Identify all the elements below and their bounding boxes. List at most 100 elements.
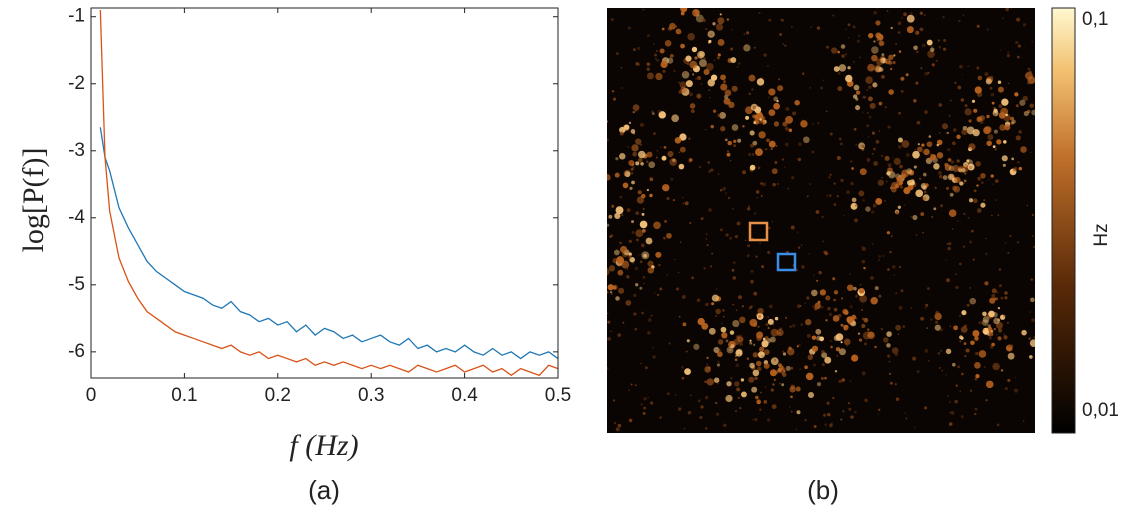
speckle	[833, 203, 837, 206]
speckle	[640, 161, 644, 166]
speckle	[990, 75, 994, 80]
speckle	[720, 83, 728, 91]
speckle	[1018, 166, 1023, 171]
speckle	[778, 78, 781, 81]
speckle	[629, 186, 633, 191]
speckle	[987, 324, 991, 328]
speckle	[989, 86, 993, 90]
speckle	[731, 85, 738, 92]
speckle	[726, 346, 734, 354]
speckle	[978, 350, 987, 358]
speckle	[960, 336, 964, 340]
speckle	[840, 178, 844, 183]
speckle	[646, 72, 654, 80]
speckle	[774, 161, 778, 164]
speckle	[626, 275, 630, 279]
speckle	[821, 363, 825, 367]
speckle	[959, 340, 962, 343]
speckle	[894, 352, 899, 357]
speckle	[618, 265, 621, 267]
speckle	[870, 276, 874, 280]
speckle	[668, 342, 671, 345]
speckle	[890, 67, 893, 71]
speckle	[910, 12, 913, 15]
speckle	[647, 34, 650, 38]
speckle	[1017, 44, 1021, 48]
speckle	[824, 423, 828, 427]
speckle	[689, 221, 692, 225]
speckle	[966, 159, 970, 163]
speckle	[1031, 235, 1034, 238]
speckle	[717, 113, 721, 118]
speckle	[646, 67, 650, 71]
speckle	[979, 115, 986, 121]
speckle	[710, 124, 714, 129]
speckle	[708, 208, 712, 212]
speckle	[812, 305, 814, 308]
speckle	[1026, 204, 1029, 207]
speckle	[854, 218, 858, 223]
speckle	[919, 11, 923, 15]
speckle	[635, 161, 640, 166]
speckle	[840, 297, 844, 300]
speckle	[853, 286, 857, 291]
speckle	[969, 165, 973, 170]
speckle	[773, 121, 780, 127]
speckle	[614, 172, 620, 178]
speckle	[721, 332, 728, 339]
speckle	[915, 30, 920, 35]
speckle	[733, 139, 737, 144]
speckle	[833, 298, 836, 302]
speckle	[684, 368, 691, 376]
speckle	[735, 410, 737, 413]
speckle	[802, 119, 804, 121]
speckle	[807, 391, 815, 399]
speckle	[646, 151, 653, 158]
speckle	[634, 266, 639, 271]
speckle	[752, 140, 758, 146]
speckle	[871, 210, 875, 214]
speckle	[643, 406, 647, 410]
speckle	[933, 163, 940, 170]
speckle	[748, 74, 756, 82]
micrograph	[607, 8, 1035, 433]
speckle	[797, 157, 802, 162]
speckle	[729, 236, 733, 240]
speckle	[724, 89, 732, 97]
speckle	[610, 18, 614, 21]
speckle	[917, 143, 920, 146]
speckle	[859, 168, 867, 176]
speckle	[974, 407, 978, 411]
speckle	[630, 383, 633, 386]
speckle	[866, 124, 870, 128]
speckle	[664, 40, 672, 47]
speckle	[632, 151, 638, 157]
speckle	[868, 115, 872, 119]
speckle	[795, 386, 801, 392]
speckle	[944, 162, 949, 167]
speckle	[681, 376, 685, 380]
speckle	[765, 148, 768, 151]
speckle	[660, 60, 668, 69]
speckle	[997, 80, 1002, 84]
speckle	[921, 150, 925, 154]
speckle	[936, 152, 944, 159]
speckle	[850, 181, 854, 186]
speckle	[1000, 49, 1002, 51]
speckle	[639, 286, 643, 290]
speckle	[767, 226, 771, 230]
speckle	[960, 98, 965, 102]
speckle	[967, 65, 969, 68]
speckle	[993, 328, 996, 331]
speckle	[719, 13, 722, 16]
speckle	[750, 143, 754, 148]
speckle	[753, 119, 757, 122]
speckle	[784, 44, 787, 47]
speckle	[649, 193, 653, 198]
speckle	[827, 306, 831, 311]
speckle	[790, 366, 794, 370]
speckle	[585, 165, 587, 167]
speckle	[609, 330, 612, 333]
speckle	[864, 342, 867, 346]
speckle	[958, 314, 962, 317]
